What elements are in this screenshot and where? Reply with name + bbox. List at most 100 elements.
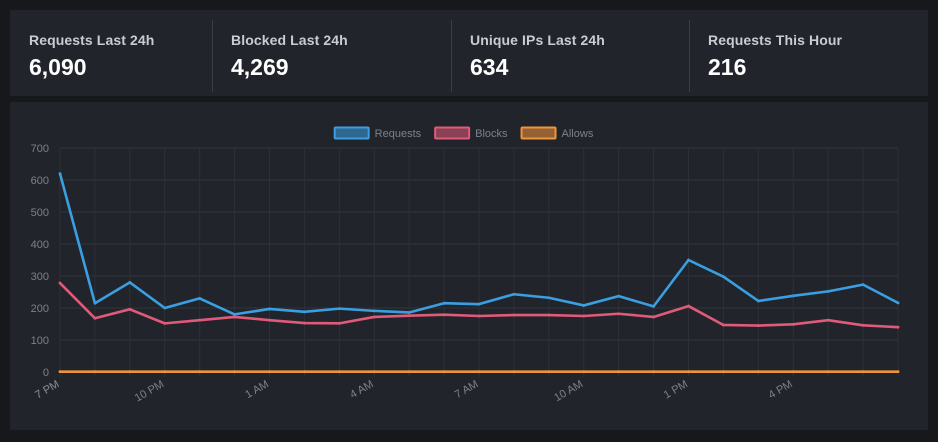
data-point-blocks: [722, 323, 725, 327]
stat-label: Requests Last 24h: [29, 32, 155, 48]
data-point-allows: [233, 370, 236, 374]
data-point-allows: [407, 370, 411, 374]
x-tick-label: 10 AM: [552, 378, 585, 404]
data-point-allows: [337, 370, 341, 374]
data-point-requests: [756, 299, 760, 303]
data-point-blocks: [826, 318, 830, 322]
data-point-blocks: [233, 315, 236, 319]
data-point-allows: [58, 370, 62, 374]
data-point-blocks: [407, 314, 411, 318]
chart-series-lines: [58, 172, 900, 374]
legend-item-allows[interactable]: Allows: [520, 126, 594, 141]
data-point-blocks: [512, 313, 516, 317]
data-point-requests: [58, 172, 62, 175]
data-point-allows: [617, 370, 621, 374]
data-point-allows: [372, 370, 376, 374]
data-point-blocks: [198, 318, 202, 322]
data-point-blocks: [547, 313, 551, 317]
data-point-blocks: [652, 315, 655, 319]
data-point-blocks: [337, 321, 341, 325]
legend-item-blocks[interactable]: Blocks: [434, 126, 508, 141]
data-point-requests: [826, 289, 830, 293]
data-point-blocks: [372, 315, 376, 319]
data-point-allows: [756, 370, 760, 374]
data-point-requests: [93, 301, 97, 305]
stat-value: 6,090: [29, 54, 87, 80]
traffic-chart-card: 0 100 200 300 400 500 600 700 7 PM 10 PM 1 AM 4 AM…: [10, 102, 928, 430]
y-tick-label: 500: [31, 207, 49, 219]
stat-label: Requests This Hour: [708, 32, 843, 48]
data-point-blocks: [268, 318, 271, 322]
data-point-requests: [407, 311, 411, 314]
data-point-blocks: [93, 316, 97, 320]
legend-swatch: [333, 126, 370, 140]
stat-blocked-24h: Blocked Last 24h 4,269: [212, 10, 451, 96]
data-point-allows: [128, 370, 132, 374]
data-point-allows: [826, 370, 830, 374]
data-point-blocks: [128, 307, 132, 311]
data-point-allows: [547, 370, 551, 374]
data-point-blocks: [756, 324, 760, 327]
data-point-allows: [442, 370, 446, 374]
y-tick-label: 300: [31, 271, 49, 283]
data-point-allows: [652, 370, 655, 374]
legend-label: Requests: [375, 128, 422, 140]
data-point-requests: [442, 301, 446, 305]
data-point-requests: [861, 283, 865, 287]
x-axis-ticks: 7 PM 10 PM 1 AM 4 AM 7 AM 10 AM 1 PM 4 PM7 PM: [33, 378, 794, 404]
data-point-requests: [233, 313, 236, 316]
data-point-requests: [722, 275, 725, 279]
x-tick-label: 4 AM: [348, 378, 376, 401]
data-point-requests: [652, 305, 655, 308]
data-point-allows: [896, 370, 900, 374]
data-point-allows: [477, 370, 481, 374]
data-point-allows: [512, 370, 516, 374]
y-tick-label: 200: [31, 303, 49, 315]
data-point-allows: [722, 370, 725, 374]
data-point-requests: [337, 307, 341, 311]
data-point-allows: [687, 370, 690, 374]
stat-label: Blocked Last 24h: [231, 32, 348, 48]
data-point-allows: [582, 370, 586, 374]
data-point-requests: [617, 294, 621, 298]
data-point-requests: [582, 304, 586, 307]
x-tick-label: 4 PM: [767, 378, 795, 401]
data-point-requests: [791, 294, 795, 298]
data-point-allows: [791, 370, 795, 374]
stat-requests-24h: Requests Last 24h 6,090: [10, 10, 212, 96]
data-point-requests: [303, 310, 306, 314]
legend-label: Blocks: [475, 128, 508, 140]
x-tick-label: 7 PM: [33, 378, 61, 401]
data-point-blocks: [163, 321, 167, 325]
y-tick-label: 0: [43, 367, 49, 379]
y-tick-label: 700: [31, 143, 49, 155]
data-point-requests: [687, 258, 690, 262]
chart-grid: [59, 147, 899, 377]
data-point-blocks: [58, 281, 62, 285]
data-point-requests: [372, 309, 376, 313]
chart-legend[interactable]: Requests Blocks Allows: [333, 126, 594, 141]
stat-requests-this-hour: Requests This Hour 216: [689, 10, 928, 96]
x-tick-label: 10 PM: [133, 378, 167, 404]
data-point-blocks: [477, 314, 481, 318]
data-point-requests: [477, 302, 481, 306]
data-point-allows: [303, 370, 306, 374]
legend-swatch: [434, 126, 471, 140]
data-point-allows: [268, 370, 271, 374]
data-point-allows: [861, 370, 865, 374]
legend-swatch: [520, 126, 557, 140]
data-point-blocks: [303, 321, 306, 325]
data-point-allows: [163, 370, 167, 374]
stat-value: 216: [708, 54, 747, 80]
legend-label: Allows: [562, 128, 594, 140]
stat-value: 4,269: [231, 54, 289, 80]
stats-bar: Requests Last 24h 6,090 Blocked Last 24h…: [10, 10, 928, 96]
stat-unique-ips-24h: Unique IPs Last 24h 634: [451, 10, 689, 96]
data-point-blocks: [791, 322, 795, 326]
data-point-requests: [896, 301, 900, 305]
y-axis-ticks: 0 100 200 300 400 500 600 700: [31, 143, 49, 379]
data-point-allows: [198, 370, 202, 374]
data-point-blocks: [582, 314, 586, 318]
legend-item-requests[interactable]: Requests: [333, 126, 422, 141]
data-point-allows: [93, 370, 97, 374]
